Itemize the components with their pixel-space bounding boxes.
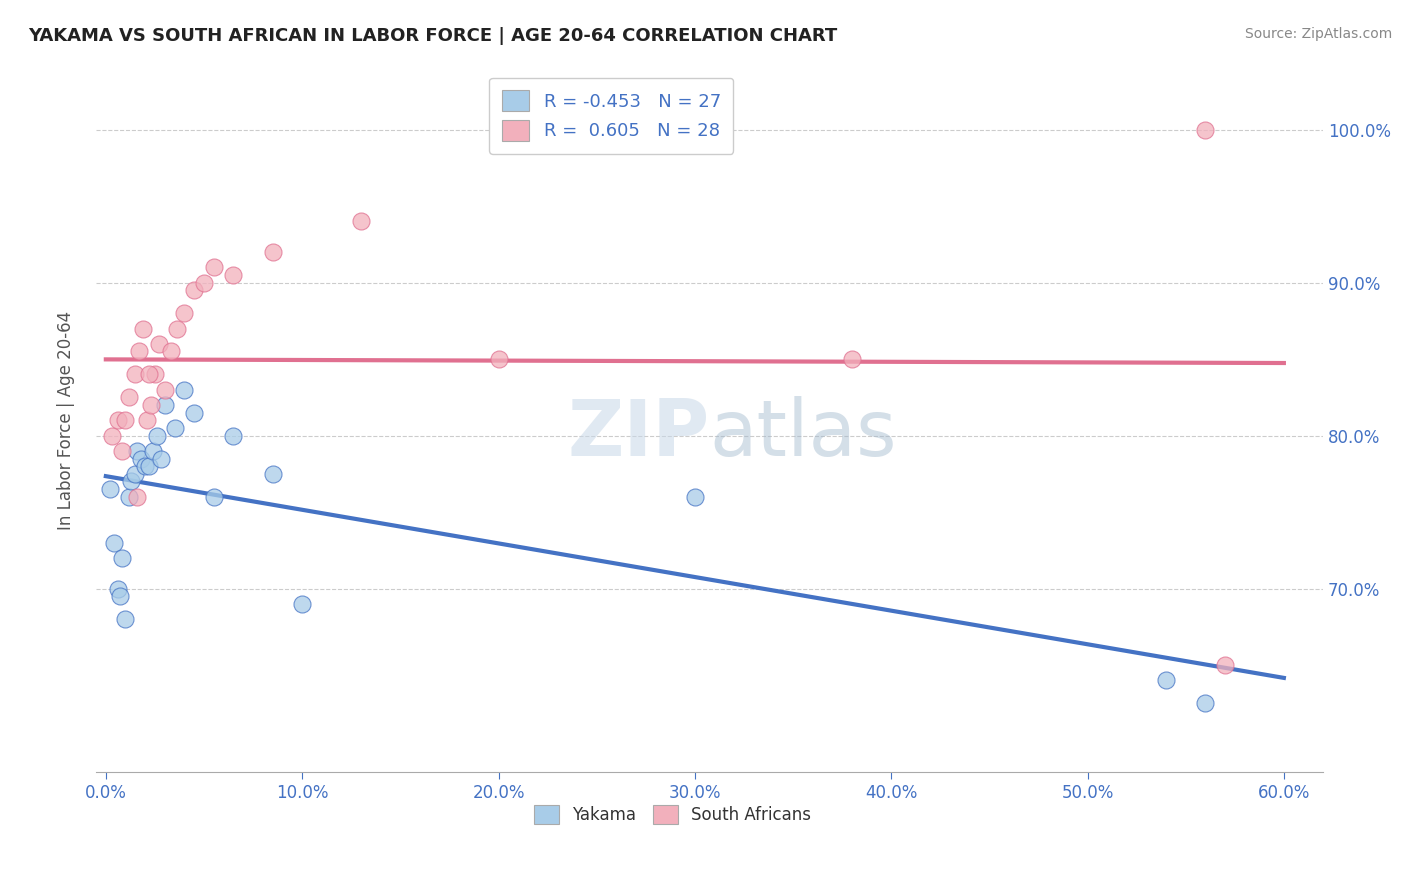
Text: YAKAMA VS SOUTH AFRICAN IN LABOR FORCE | AGE 20-64 CORRELATION CHART: YAKAMA VS SOUTH AFRICAN IN LABOR FORCE |… [28,27,838,45]
Point [139,398,162,412]
Point [120,475,142,489]
Point [128,344,150,359]
Point [134,459,156,474]
Point [262,467,284,481]
Point [124,368,146,382]
Point [183,406,205,420]
Point [136,413,159,427]
Point [153,398,176,412]
Point [163,421,186,435]
Point [149,451,172,466]
Point [110,550,132,565]
Point [107,413,129,427]
Point [118,490,141,504]
Point [127,443,149,458]
Point [107,582,129,596]
Point [173,306,195,320]
Point [103,535,125,549]
Point [124,467,146,481]
Point [100,428,122,442]
Point [262,245,284,260]
Point [1194,696,1216,710]
Point [142,443,165,458]
Point [183,283,205,297]
Point [202,260,225,275]
Point [173,383,195,397]
Point [114,612,136,626]
Text: Source: ZipAtlas.com: Source: ZipAtlas.com [1244,27,1392,41]
Point [841,352,863,367]
Point [127,490,149,504]
Point [166,321,188,335]
Point [143,368,166,382]
Point [146,428,169,442]
Point [291,597,314,611]
Point [683,490,706,504]
Point [350,214,373,228]
Point [132,321,155,335]
Point [488,352,510,367]
Point [222,268,245,282]
Point [202,490,225,504]
Point [159,344,181,359]
Point [110,443,132,458]
Point [1154,673,1177,688]
Point [1213,658,1236,673]
Point [138,459,160,474]
Point [98,482,121,496]
Text: atlas: atlas [710,396,897,473]
Point [1194,122,1216,136]
Text: ZIP: ZIP [568,396,710,473]
Point [222,428,245,442]
Point [129,451,152,466]
Point [193,276,215,290]
Point [114,413,136,427]
Point [108,589,131,603]
Legend: Yakama, South Africans: Yakama, South Africans [524,795,821,834]
Point [118,390,141,404]
Point [153,383,176,397]
Point [138,368,160,382]
Point [148,336,170,351]
Y-axis label: In Labor Force | Age 20-64: In Labor Force | Age 20-64 [58,310,75,530]
